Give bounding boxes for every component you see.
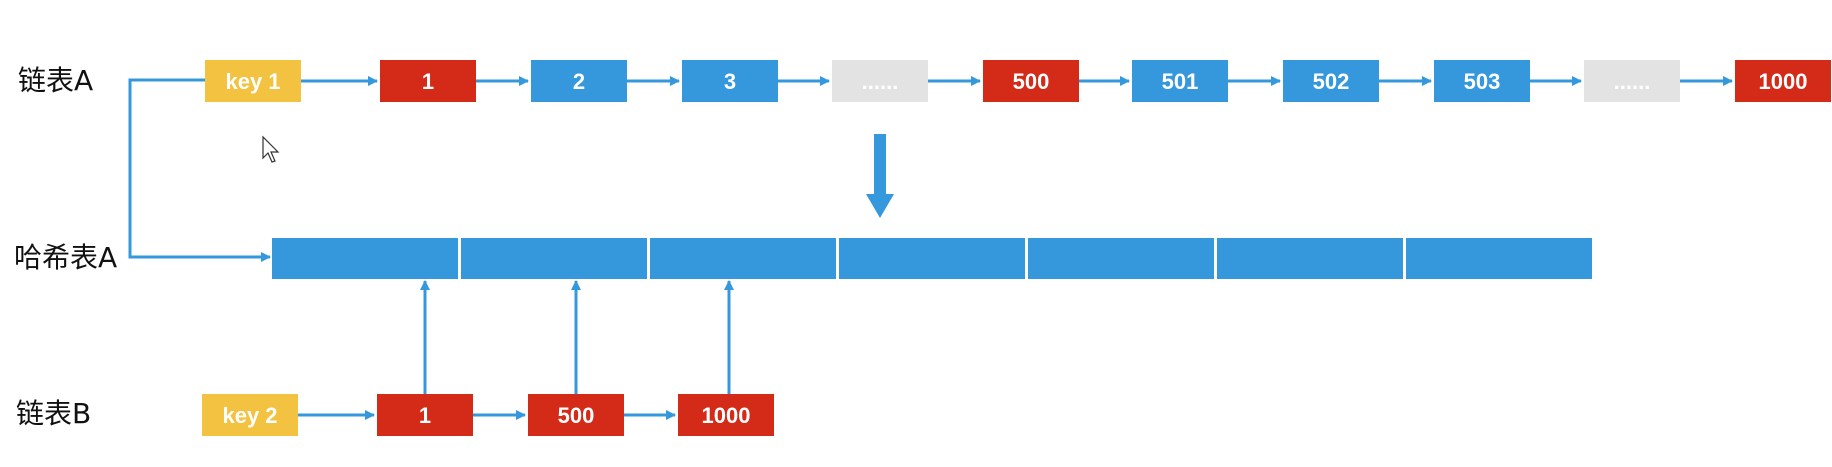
list-a-node-box (832, 60, 928, 102)
hash-table-a-label: 哈希表A (14, 241, 117, 274)
list-a-node-box (1132, 60, 1228, 102)
mouse-cursor-icon (262, 135, 280, 163)
list-b-node-box (678, 394, 774, 436)
list-a-node-label: 1 (422, 69, 434, 94)
list-a-node-label: 500 (1013, 69, 1050, 94)
list-a-node-label: 3 (724, 69, 736, 94)
list-a-node-label: 1000 (1759, 69, 1808, 94)
list-a-node-box (1434, 60, 1530, 102)
list-a-node-box (1283, 60, 1379, 102)
list-a-node: 3 (682, 60, 778, 102)
list-a-node: ...... (1584, 60, 1680, 102)
list-b-node: 1000 (678, 394, 774, 436)
list-b-node: 1 (377, 394, 473, 436)
list-b: key 2 1 500 1000 (202, 280, 774, 436)
list-a-node: 500 (983, 60, 1079, 102)
hash-table-cell (1406, 238, 1592, 279)
list-b-node-label: 1 (419, 403, 431, 428)
list-b-node-label: 500 (558, 403, 595, 428)
list-a-node: 502 (1283, 60, 1379, 102)
list-b-node-box (528, 394, 624, 436)
list-a-node-box (1735, 60, 1831, 102)
list-b-node-box (202, 394, 298, 436)
hash-table-a (272, 238, 1592, 279)
list-b-node: 500 (528, 394, 624, 436)
list-a: key 1 1 2 3...... 500 501 502 503...... 1000 (205, 60, 1831, 102)
list-a-node: 2 (531, 60, 627, 102)
list-a-node: 503 (1434, 60, 1530, 102)
list-a-node: ...... (832, 60, 928, 102)
list-b-label: 链表B (16, 397, 91, 430)
list-a-label: 链表A (18, 64, 93, 97)
list-a-node-label: 501 (1162, 69, 1199, 94)
hash-table-cell (1217, 238, 1403, 279)
list-a-node-label: ...... (1614, 69, 1651, 94)
hash-table-cell (839, 238, 1025, 279)
list-a-node-box (531, 60, 627, 102)
list-a-node-label: key 1 (225, 69, 280, 94)
list-a-node-box (1584, 60, 1680, 102)
down-arrow-icon (866, 134, 894, 218)
list-a-node-box (983, 60, 1079, 102)
list-b-node-label: 1000 (702, 403, 751, 428)
list-a-node: 501 (1132, 60, 1228, 102)
hash-table-cell (461, 238, 647, 279)
list-a-node: 1000 (1735, 60, 1831, 102)
list-a-node-label: 502 (1313, 69, 1350, 94)
list-b-node-box (377, 394, 473, 436)
list-a-node: 1 (380, 60, 476, 102)
list-a-node-label: 2 (573, 69, 585, 94)
hash-table-cell (1028, 238, 1214, 279)
list-a-node: key 1 (205, 60, 301, 102)
list-a-node-box (682, 60, 778, 102)
hash-table-cell (272, 238, 458, 279)
list-a-node-label: ...... (862, 69, 899, 94)
hash-table-cell (650, 238, 836, 279)
list-b-node-label: key 2 (222, 403, 277, 428)
list-b-node: key 2 (202, 394, 298, 436)
list-a-node-label: 503 (1464, 69, 1501, 94)
list-a-to-hash-connector (128, 78, 271, 262)
list-a-node-box (205, 60, 301, 102)
list-a-node-box (380, 60, 476, 102)
